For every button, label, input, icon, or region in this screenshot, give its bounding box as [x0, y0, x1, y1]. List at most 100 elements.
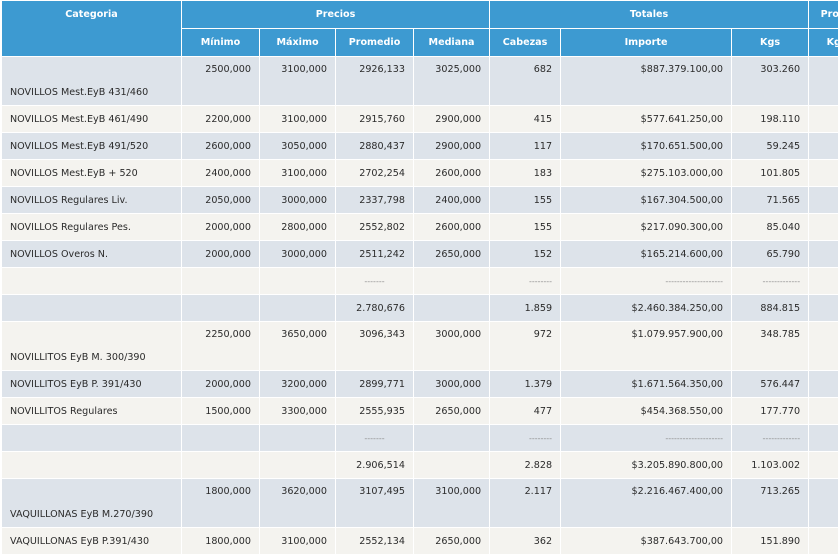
header-kgs: Kgs: [732, 29, 809, 57]
cell-minimo: 2200,000: [182, 106, 260, 133]
cell-mediana: [414, 295, 490, 322]
cell-promedio: 2.906,514: [336, 452, 414, 479]
cell-importe: $170.651.500,00: [561, 133, 732, 160]
cell-categoria: NOVILLOS Mest.EyB 431/460: [2, 57, 182, 106]
cell-prom-kgs: 476: [809, 295, 838, 322]
header-mediana: Mediana: [414, 29, 490, 57]
cell-mediana: 3025,000: [414, 57, 490, 106]
cell-kgs: 85.040: [732, 214, 809, 241]
cell-importe: --------------------: [561, 425, 732, 452]
cell-mediana: 2900,000: [414, 106, 490, 133]
cell-importe: $275.103.000,00: [561, 160, 732, 187]
cell-prom-kgs: 506: [809, 133, 838, 160]
cell-minimo: 2000,000: [182, 371, 260, 398]
cell-cabezas: 1.379: [490, 371, 561, 398]
cell-mediana: 2650,000: [414, 528, 490, 555]
cell-categoria: [2, 425, 182, 452]
cell-categoria: NOVILLITOS EyB M. 300/390: [2, 322, 182, 371]
cell-mediana: [414, 452, 490, 479]
header-row-groups: Categoria Precios Totales Prom.: [2, 1, 838, 29]
cell-importe: $887.379.100,00: [561, 57, 732, 106]
cell-importe: $165.214.600,00: [561, 241, 732, 268]
cell-importe: $2.216.467.400,00: [561, 479, 732, 528]
cell-promedio: -------: [336, 268, 414, 295]
cell-importe: $217.090.300,00: [561, 214, 732, 241]
cell-prom-kgs: 337: [809, 479, 838, 528]
cell-cabezas: 117: [490, 133, 561, 160]
cell-categoria: NOVILLOS Mest.EyB 461/490: [2, 106, 182, 133]
cell-maximo: 3050,000: [260, 133, 336, 160]
cell-prom-kgs: 418: [809, 371, 838, 398]
cell-maximo: [260, 295, 336, 322]
cell-minimo: 1500,000: [182, 398, 260, 425]
cell-maximo: [260, 425, 336, 452]
cell-maximo: 3300,000: [260, 398, 336, 425]
header-categoria: Categoria: [2, 1, 182, 57]
cell-kgs: 198.110: [732, 106, 809, 133]
cell-maximo: 3100,000: [260, 57, 336, 106]
cell-minimo: 2000,000: [182, 214, 260, 241]
cell-kgs: 1.103.002: [732, 452, 809, 479]
cell-promedio: -------: [336, 425, 414, 452]
cell-cabezas: 415: [490, 106, 561, 133]
cell-mediana: 3000,000: [414, 322, 490, 371]
cell-prom-kgs: 549: [809, 214, 838, 241]
cell-minimo: 2400,000: [182, 160, 260, 187]
cell-prom-kgs: ------: [809, 268, 838, 295]
cell-cabezas: 183: [490, 160, 561, 187]
header-precios: Precios: [182, 1, 490, 29]
cell-promedio: 2915,760: [336, 106, 414, 133]
cell-kgs: 65.790: [732, 241, 809, 268]
cell-importe: $167.304.500,00: [561, 187, 732, 214]
cell-mediana: [414, 425, 490, 452]
cell-mediana: 2400,000: [414, 187, 490, 214]
cell-promedio: 3096,343: [336, 322, 414, 371]
table-row: ----------------------------------------…: [2, 268, 838, 295]
cell-importe: $2.460.384.250,00: [561, 295, 732, 322]
cell-cabezas: 477: [490, 398, 561, 425]
cell-kgs: -------------: [732, 268, 809, 295]
cell-mediana: 2650,000: [414, 241, 490, 268]
cell-categoria: NOVILLOS Regulares Liv.: [2, 187, 182, 214]
cell-mediana: 3100,000: [414, 479, 490, 528]
cell-minimo: 2600,000: [182, 133, 260, 160]
cell-maximo: 3620,000: [260, 479, 336, 528]
cell-importe: $1.671.564.350,00: [561, 371, 732, 398]
header-totales: Totales: [490, 1, 809, 29]
cell-promedio: 2552,134: [336, 528, 414, 555]
cell-minimo: [182, 425, 260, 452]
cell-promedio: 2880,437: [336, 133, 414, 160]
cell-minimo: 2500,000: [182, 57, 260, 106]
cell-promedio: 2511,242: [336, 241, 414, 268]
cell-kgs: -------------: [732, 425, 809, 452]
cell-mediana: 2600,000: [414, 160, 490, 187]
cell-importe: $1.079.957.900,00: [561, 322, 732, 371]
cell-cabezas: 2.117: [490, 479, 561, 528]
cell-mediana: 2650,000: [414, 398, 490, 425]
header-maximo: Máximo: [260, 29, 336, 57]
header-promedio: Promedio: [336, 29, 414, 57]
cell-mediana: 2900,000: [414, 133, 490, 160]
cell-categoria: [2, 295, 182, 322]
cell-importe: --------------------: [561, 268, 732, 295]
cell-maximo: 3000,000: [260, 241, 336, 268]
cell-kgs: 713.265: [732, 479, 809, 528]
cell-importe: $577.641.250,00: [561, 106, 732, 133]
cell-cabezas: 2.828: [490, 452, 561, 479]
cell-categoria: NOVILLOS Regulares Pes.: [2, 214, 182, 241]
cell-prom-kgs: 373: [809, 398, 838, 425]
table-row: ----------------------------------------…: [2, 425, 838, 452]
cell-importe: $454.368.550,00: [561, 398, 732, 425]
cell-kgs: 71.565: [732, 187, 809, 214]
cell-maximo: [260, 452, 336, 479]
cell-categoria: VAQUILLONAS EyB P.391/430: [2, 528, 182, 555]
cell-promedio: 3107,495: [336, 479, 414, 528]
